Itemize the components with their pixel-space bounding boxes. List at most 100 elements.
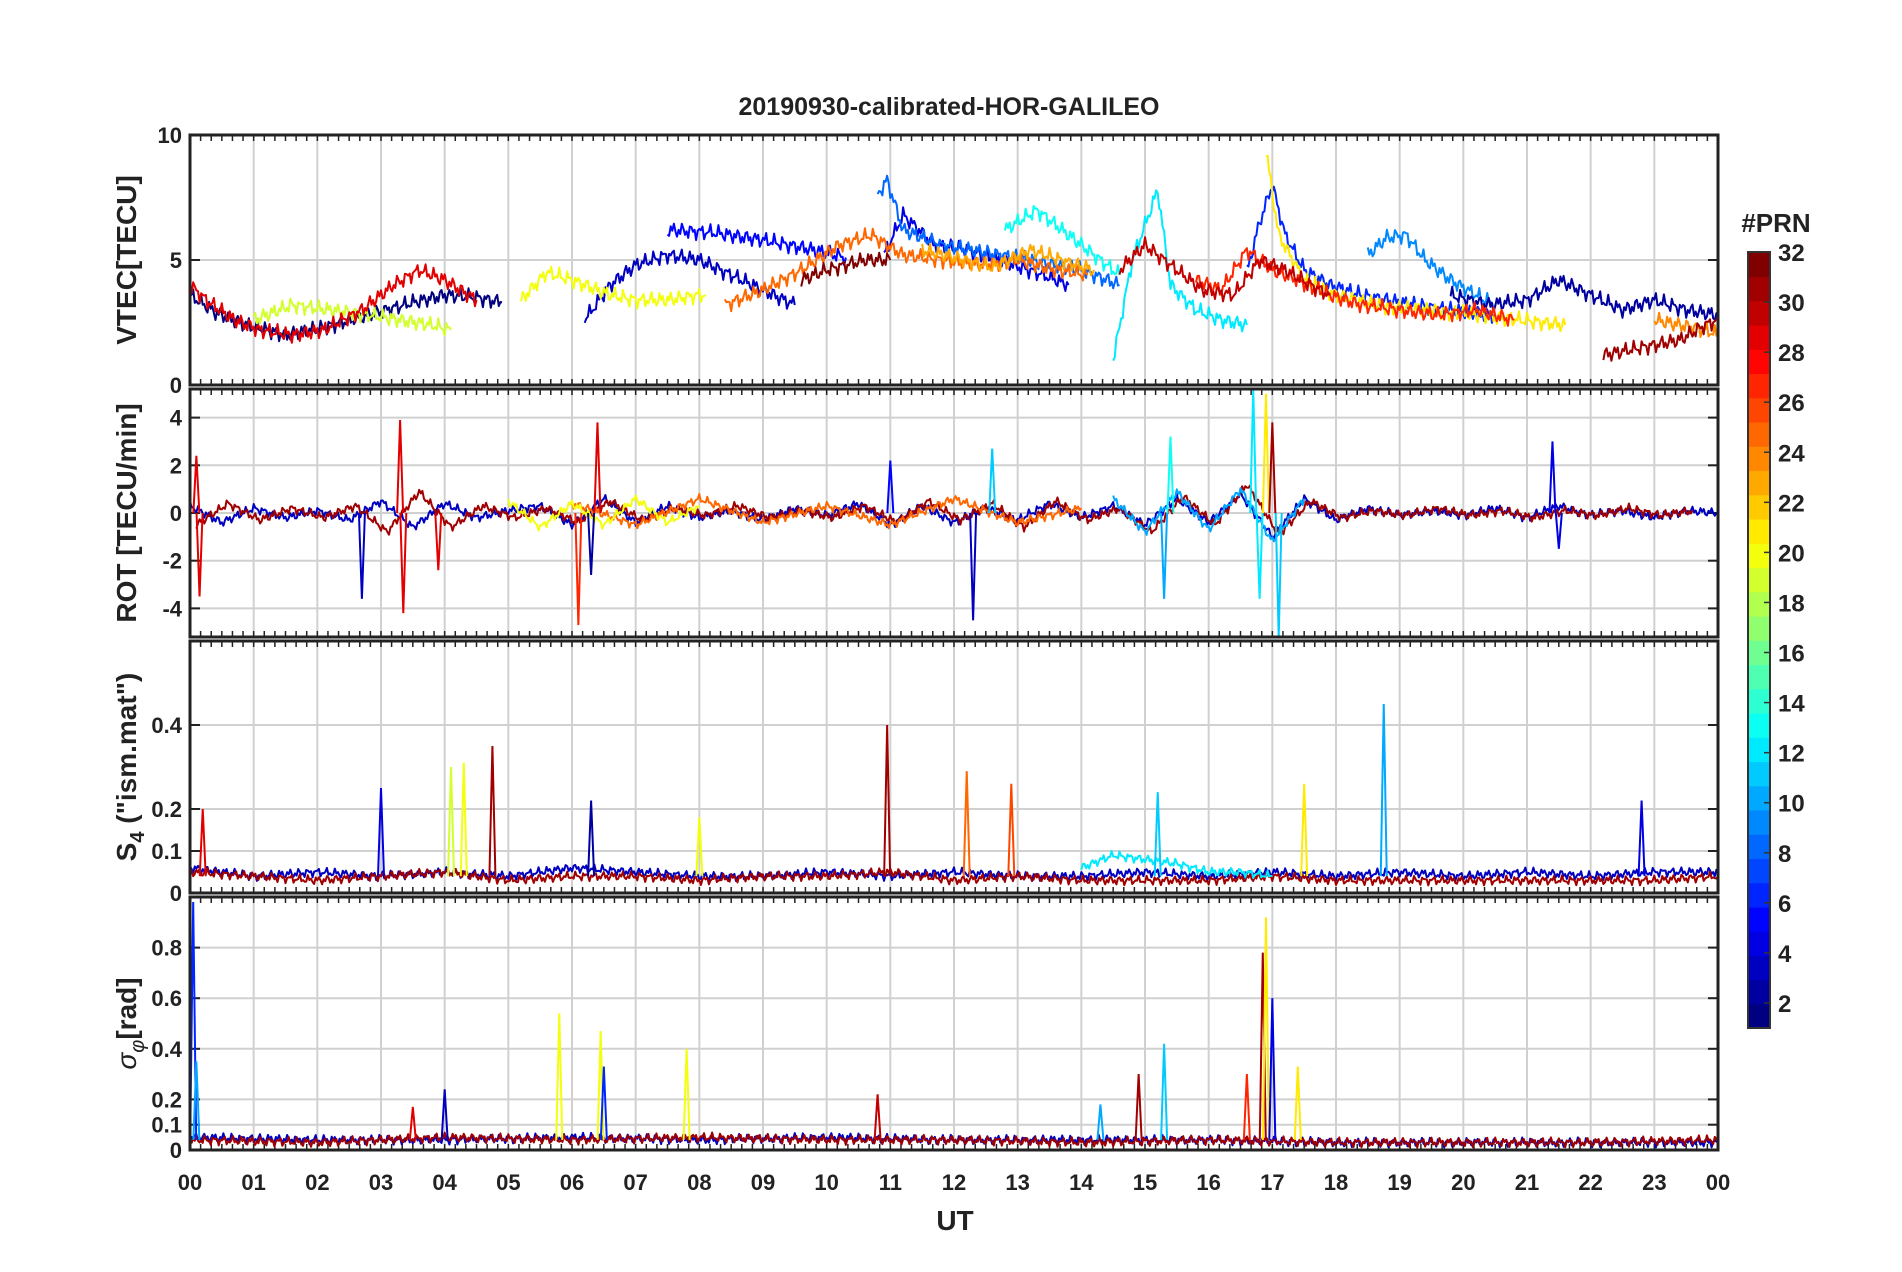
colorbar-segment (1748, 737, 1770, 763)
spike-prn-3 (357, 512, 366, 599)
spike-prn-29 (434, 512, 443, 571)
spike-prn-20 (695, 817, 704, 877)
colorbar-segment (1748, 785, 1770, 811)
spike-prn-2 (587, 512, 596, 576)
x-tick-label: 14 (1069, 1170, 1094, 1195)
x-tick-label: 17 (1260, 1170, 1284, 1195)
series-line-prn-24 (1653, 311, 1718, 338)
x-tick-label: 10 (814, 1170, 838, 1195)
spike-prn-29 (396, 419, 405, 514)
x-tick-label: 06 (560, 1170, 584, 1195)
colorbar-segment (1748, 421, 1770, 447)
series-group (190, 154, 1718, 362)
series-group (190, 389, 1718, 637)
colorbar-segment (1748, 324, 1770, 350)
y-tick-label: 0.2 (151, 797, 182, 822)
panel-3: 00.10.20.4S4 ("ism.mat") (111, 639, 1720, 906)
colorbar-segment (1748, 543, 1770, 569)
series-line-prn-27 (1194, 247, 1515, 327)
spike-prn-29 (192, 455, 201, 514)
x-tick-label: 03 (369, 1170, 393, 1195)
spike-prn-11 (1153, 792, 1162, 877)
y-tick-label: -2 (162, 549, 182, 574)
colorbar-segment (1748, 300, 1770, 326)
spike-prn-20 (459, 762, 468, 877)
spike-prn-31 (883, 724, 892, 877)
spike-prn-21 (1261, 393, 1270, 514)
y-tick-label: -4 (162, 596, 182, 621)
colorbar-segment (1748, 494, 1770, 520)
x-tick-label: 15 (1133, 1170, 1157, 1195)
panel-4: 00.10.2 0.4 0.6 0.8σφ[rad] (111, 895, 1720, 1163)
axes-frame (188, 133, 1720, 387)
colorbar-segment (1748, 615, 1770, 641)
colorbar-segment (1748, 834, 1770, 860)
colorbar-segment (1748, 446, 1770, 472)
spike-prn-19 (447, 766, 456, 877)
colorbar-tick-label: 12 (1778, 741, 1805, 768)
series-line-prn-12 (1080, 849, 1273, 880)
colorbar-title: #PRN (1741, 208, 1810, 238)
spike-prn-4 (377, 787, 385, 877)
x-tick-label: 01 (241, 1170, 265, 1195)
series-line-prn-13 (1003, 205, 1121, 276)
colorbar-segment (1748, 470, 1770, 496)
spike-prn-3 (969, 512, 978, 621)
spike-prn-6 (599, 1066, 608, 1140)
spike-prn-4 (1548, 441, 1557, 514)
x-tick-label: 00 (178, 1170, 202, 1195)
colorbar-tick-label: 30 (1778, 290, 1805, 317)
spike-prn-4 (1637, 800, 1646, 877)
spike-prn-4 (1554, 512, 1563, 549)
series-line-prn-4 (883, 206, 1070, 292)
axes-frame (188, 639, 1720, 895)
spike-prn-10 (1379, 703, 1388, 877)
colorbar-tick-label: 28 (1778, 340, 1805, 367)
spike-prn-10 (1096, 1104, 1105, 1140)
spike-prn-3 (440, 1089, 449, 1140)
colorbar-segment (1748, 688, 1770, 714)
colorbar-segment (1748, 640, 1770, 666)
spike-prn-25 (962, 771, 971, 877)
spike-prn-11 (1160, 1043, 1169, 1140)
colorbar-segment (1748, 882, 1770, 908)
spike-prn-12 (1249, 389, 1258, 514)
y-tick-label: 0 (170, 373, 182, 398)
series-line-prn-31 (190, 867, 1718, 887)
colorbar-segment (1748, 373, 1770, 399)
spike-prn-5 (886, 460, 895, 514)
series-line-prn-31 (190, 1131, 1718, 1149)
x-tick-label: 00 (1706, 1170, 1730, 1195)
chart-title: 20190930-calibrated-HOR-GALILEO (739, 93, 1160, 121)
spike-prn-2 (587, 800, 596, 877)
colorbar-segment (1748, 252, 1770, 278)
series-line-prn-1 (190, 287, 503, 343)
x-tick-label: 19 (1387, 1170, 1411, 1195)
series-line-prn-30 (1118, 236, 1331, 303)
series-group (190, 902, 1718, 1149)
colorbar-tick-label: 6 (1778, 891, 1791, 918)
colorbar-segment (1748, 979, 1770, 1005)
colorbar-frame (1747, 251, 1771, 1029)
colorbar-segment (1748, 761, 1770, 787)
colorbar-tick-label: 14 (1778, 691, 1805, 718)
colorbar-segment (1748, 858, 1770, 884)
spike-prn-26 (1007, 783, 1016, 877)
y-tick-label: 4 (170, 406, 183, 431)
x-tick-label: 08 (687, 1170, 711, 1195)
x-tick-label: 23 (1642, 1170, 1666, 1195)
series-line-prn-20 (507, 494, 700, 532)
colorbar-tick-label: 10 (1778, 791, 1805, 818)
x-tick-label: 18 (1324, 1170, 1348, 1195)
spike-prn-12 (1255, 512, 1264, 599)
colorbar-tick-label: 8 (1778, 841, 1791, 868)
y-tick-label: 0.4 (151, 713, 182, 738)
spike-prn-31 (1268, 422, 1277, 514)
spike-prn-27 (1242, 1074, 1251, 1140)
series-line-prn-23 (921, 242, 1096, 277)
series-line-prn-9 (1366, 228, 1497, 313)
spike-prn-29 (593, 422, 602, 514)
